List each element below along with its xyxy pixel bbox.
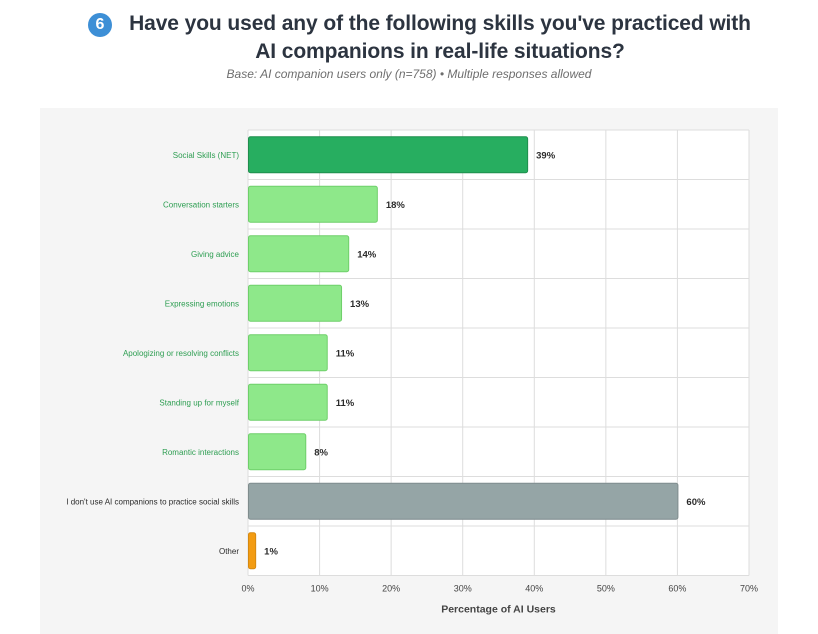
category-label: Social Skills (NET) bbox=[173, 151, 240, 160]
data-label: 13% bbox=[350, 299, 370, 310]
bar bbox=[248, 482, 679, 520]
labels: 39% Social Skills (NET) 18% Conversation st… bbox=[66, 150, 706, 557]
bar bbox=[248, 235, 350, 273]
chart-header: 6 Have you used any of the following ski… bbox=[0, 0, 818, 90]
bar bbox=[248, 284, 343, 322]
bar bbox=[248, 136, 529, 174]
category-label: I don't use AI companions to practice so… bbox=[66, 497, 239, 506]
category-label: Conversation starters bbox=[163, 200, 239, 209]
x-axis: 0% 10% 20% 30% 40% 50% 60% 70% Percentage of AI … bbox=[241, 584, 758, 616]
data-label: 14% bbox=[357, 249, 377, 260]
data-label: 8% bbox=[314, 447, 328, 458]
x-tick-label: 70% bbox=[740, 584, 758, 594]
question-number-badge: 6 bbox=[88, 13, 112, 37]
category-label: Other bbox=[219, 547, 239, 556]
data-label: 11% bbox=[336, 398, 355, 409]
category-label: Romantic interactions bbox=[162, 448, 239, 457]
x-tick-label: 60% bbox=[668, 584, 686, 594]
bar bbox=[248, 433, 307, 471]
data-label: 60% bbox=[686, 497, 706, 508]
bar bbox=[248, 532, 257, 570]
category-label: Expressing emotions bbox=[165, 299, 239, 308]
category-label: Giving advice bbox=[191, 250, 240, 259]
x-tick-label: 0% bbox=[241, 584, 254, 594]
chart-title: Have you used any of the following skill… bbox=[129, 12, 751, 63]
x-tick-label: 40% bbox=[525, 584, 543, 594]
data-label: 39% bbox=[536, 150, 556, 161]
data-label: 11% bbox=[336, 348, 355, 359]
x-tick-label: 20% bbox=[382, 584, 400, 594]
x-tick-label: 10% bbox=[311, 584, 329, 594]
x-tick-label: 50% bbox=[597, 584, 615, 594]
data-label: 1% bbox=[264, 546, 278, 557]
bar bbox=[248, 334, 328, 372]
chart-panel: 39% Social Skills (NET) 18% Conversation st… bbox=[40, 108, 778, 634]
category-label: Standing up for myself bbox=[159, 398, 239, 407]
bar bbox=[248, 383, 328, 421]
bar bbox=[248, 185, 378, 223]
data-label: 18% bbox=[386, 200, 406, 211]
x-tick-label: 30% bbox=[454, 584, 472, 594]
bar-chart: 39% Social Skills (NET) 18% Conversation st… bbox=[66, 129, 758, 616]
x-axis-title: Percentage of AI Users bbox=[441, 604, 556, 616]
bars bbox=[248, 136, 679, 570]
category-label: Apologizing or resolving conflicts bbox=[123, 349, 239, 358]
chart-subtitle: Base: AI companion users only (n=758) • … bbox=[226, 67, 592, 81]
